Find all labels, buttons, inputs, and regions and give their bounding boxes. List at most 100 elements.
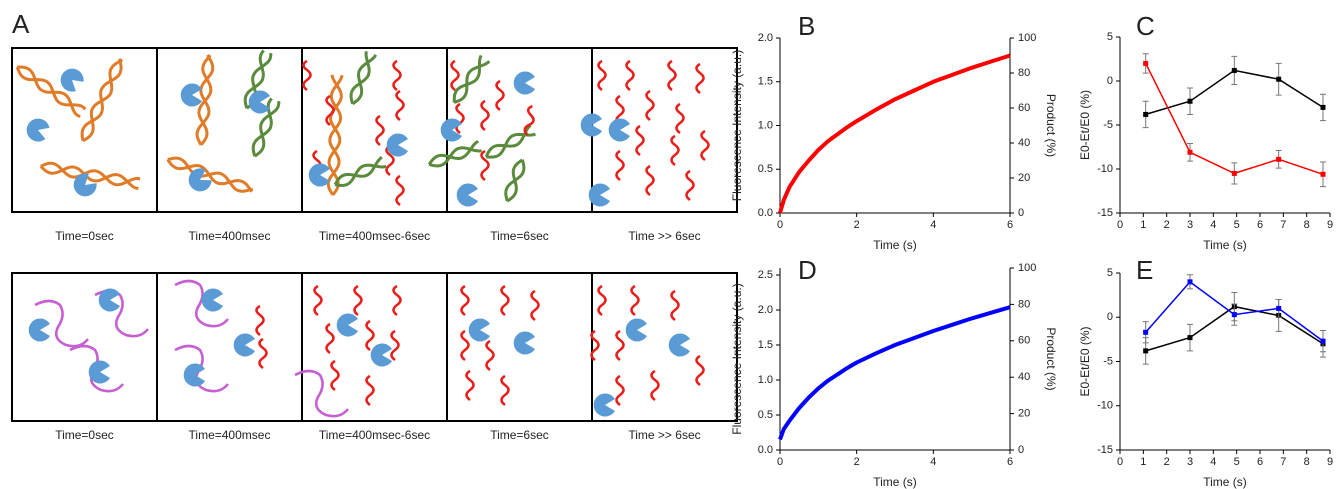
product-strand xyxy=(615,329,625,362)
caption: Time=6sec xyxy=(490,428,549,442)
x-tick-label: 5 xyxy=(1234,219,1240,231)
strand xyxy=(327,74,343,196)
product-strand xyxy=(645,164,655,197)
product-strand xyxy=(485,339,495,372)
panel-label: B xyxy=(798,11,815,41)
point xyxy=(1231,312,1237,318)
product-strand xyxy=(590,329,600,362)
y-tick-label: -10 xyxy=(1097,163,1113,175)
x-tick-label: 0 xyxy=(1117,456,1123,468)
strand xyxy=(39,165,139,190)
product-strand xyxy=(530,289,540,322)
product-strand xyxy=(523,104,535,136)
y2-axis-label: Product (%) xyxy=(1044,94,1058,157)
caption: Time=400msec xyxy=(189,428,271,442)
enzyme xyxy=(88,360,110,384)
point xyxy=(1143,60,1149,66)
product-strand xyxy=(460,284,470,317)
dna-duplex xyxy=(427,139,482,168)
x-tick-label: 9 xyxy=(1327,456,1333,468)
strand xyxy=(195,54,215,146)
product-strand xyxy=(615,374,625,407)
y-tick-label: 5 xyxy=(1107,31,1113,43)
strand xyxy=(427,139,479,166)
point xyxy=(1276,156,1282,162)
product-strand xyxy=(325,94,335,127)
point xyxy=(1187,98,1193,104)
product-strand xyxy=(353,284,363,317)
x-tick-label: 4 xyxy=(1210,456,1216,468)
y-tick-label: -15 xyxy=(1097,444,1113,456)
product-strand xyxy=(597,284,607,317)
x-axis-label: Time (s) xyxy=(1203,475,1247,489)
product-strand xyxy=(375,114,385,147)
caption: Time=0sec xyxy=(55,428,114,442)
y2-tick-label: 40 xyxy=(1018,137,1030,149)
caption: Time=400msec-6sec xyxy=(319,229,430,243)
product-strand xyxy=(450,59,460,92)
panel-label: E xyxy=(1136,255,1153,285)
x-tick-label: 0 xyxy=(1117,219,1123,231)
y-tick-label: -5 xyxy=(1103,355,1113,367)
x-tick-label: 6 xyxy=(1007,456,1013,468)
data-line xyxy=(778,53,1011,214)
panel-label: D xyxy=(798,255,817,285)
enzyme xyxy=(588,183,610,207)
product-strand xyxy=(500,374,510,407)
box xyxy=(591,272,738,422)
product-strand xyxy=(495,79,505,112)
x-tick-label: 8 xyxy=(1304,456,1310,468)
x-tick-label: 2 xyxy=(1164,219,1170,231)
product-strand xyxy=(667,59,677,92)
x-tick-label: 6 xyxy=(1257,219,1263,231)
y-axis-label: E0-Et/E0 (%) xyxy=(1078,326,1092,396)
y-axis-label: E0-Et/E0 (%) xyxy=(1078,90,1092,160)
x-tick-label: 8 xyxy=(1304,219,1310,231)
y-tick-label: 0.0 xyxy=(758,207,773,219)
y-tick-label: 0 xyxy=(1107,75,1113,87)
y-tick-label: -10 xyxy=(1097,400,1113,412)
y2-tick-label: 0 xyxy=(1018,207,1024,219)
caption: Time=400msec-6sec xyxy=(319,428,430,442)
y2-tick-label: 80 xyxy=(1018,298,1030,310)
product-strand xyxy=(460,329,470,362)
y2-tick-label: 0 xyxy=(1018,444,1024,456)
product-strand xyxy=(685,169,695,202)
product-strand xyxy=(385,144,395,177)
enzyme xyxy=(370,343,392,367)
point xyxy=(1143,348,1149,354)
ssdna xyxy=(294,369,350,418)
x-tick-label: 4 xyxy=(930,219,936,231)
x-tick-label: 7 xyxy=(1280,456,1286,468)
point xyxy=(1143,329,1149,335)
product-strand xyxy=(330,359,340,392)
box xyxy=(156,47,303,213)
enzyme xyxy=(233,333,255,357)
product-strand xyxy=(390,329,400,362)
x-tick-label: 3 xyxy=(1187,456,1193,468)
x-tick-label: 0 xyxy=(777,456,783,468)
product-strand xyxy=(625,59,635,92)
enzyme xyxy=(26,118,50,142)
product-strand xyxy=(325,322,335,355)
product-strand xyxy=(392,284,402,317)
x-tick-label: 6 xyxy=(1257,456,1263,468)
dna-duplex xyxy=(80,58,124,143)
panel-label: C xyxy=(1136,11,1155,41)
y-axis-label: Fluorescence Intensity (a.u.) xyxy=(730,283,744,434)
y-axis-label: Fluorescence Intensity (a.u.) xyxy=(730,50,744,201)
strand xyxy=(40,161,141,187)
data-line xyxy=(778,305,1011,441)
point xyxy=(1187,335,1193,341)
point xyxy=(1320,338,1326,344)
x-tick-label: 4 xyxy=(1210,219,1216,231)
strand xyxy=(17,65,81,119)
schematic xyxy=(11,47,738,422)
x-tick-label: 3 xyxy=(1187,219,1193,231)
y2-tick-label: 80 xyxy=(1018,67,1030,79)
y-tick-label: 1.5 xyxy=(758,76,773,88)
enzyme xyxy=(593,393,615,417)
y-tick-label: 2.0 xyxy=(758,304,773,316)
strand xyxy=(349,51,371,105)
